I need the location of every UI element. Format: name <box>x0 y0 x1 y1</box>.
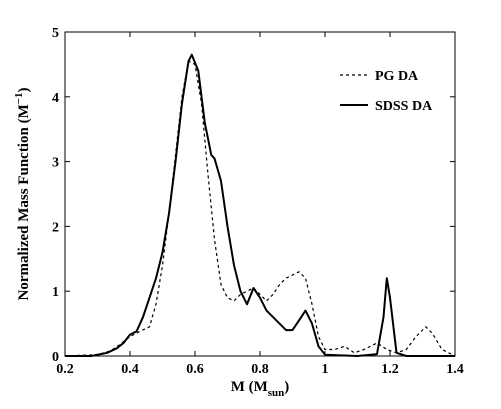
y-tick-label: 4 <box>52 91 59 106</box>
x-tick-label: 1.2 <box>381 362 399 377</box>
x-tick-label: 0.2 <box>56 362 74 377</box>
legend-label-pg-da: PG DA <box>375 69 419 84</box>
y-tick-label: 1 <box>52 285 59 300</box>
tick-labels: 0.2 0.4 0.6 0.8 1 1.2 1.4 0 1 2 3 4 5 <box>52 26 464 377</box>
y-tick-label: 2 <box>52 220 59 235</box>
series-layer <box>64 53 456 357</box>
x-tick-label: 1 <box>322 362 329 377</box>
x-tick-label: 0.4 <box>121 362 139 377</box>
legend-label-sdss-da: SDSS DA <box>375 99 433 114</box>
y-tick-label: 0 <box>52 350 59 365</box>
x-tick-label: 0.8 <box>251 362 269 377</box>
y-tick-label: 3 <box>52 156 59 171</box>
series-line-pg-da <box>64 60 456 357</box>
series-line-sdss-da <box>65 53 455 357</box>
x-tick-label: 1.4 <box>446 362 464 377</box>
y-axis-label: Normalized Mass Function (M−1) <box>13 87 32 300</box>
y-tick-label: 5 <box>52 26 59 41</box>
legend: PG DA SDSS DA <box>340 69 433 114</box>
x-tick-label: 0.6 <box>186 362 204 377</box>
x-axis-label: M (Msun) <box>231 379 290 399</box>
